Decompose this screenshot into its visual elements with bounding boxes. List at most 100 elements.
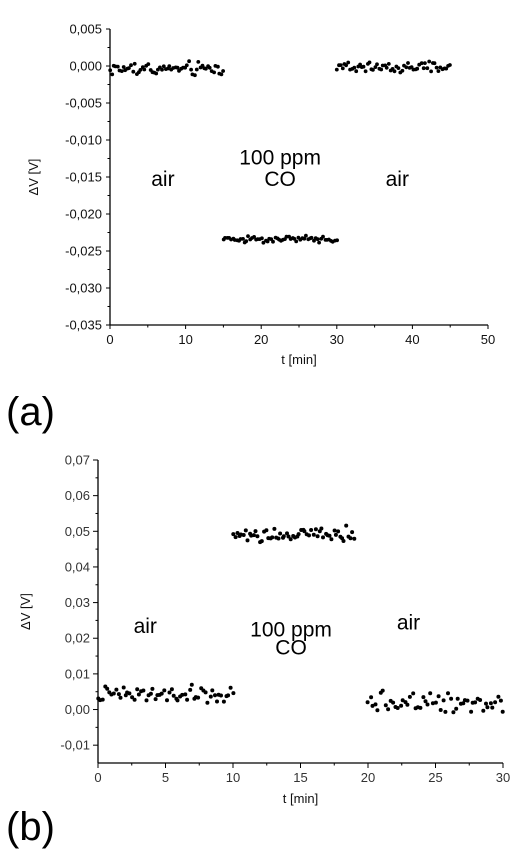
data-point	[411, 691, 416, 696]
data-point	[332, 528, 337, 533]
data-point	[449, 696, 454, 701]
data-point	[243, 528, 248, 533]
data-point	[427, 59, 432, 64]
data-point	[205, 700, 210, 705]
data-point	[294, 239, 299, 244]
x-tick-label: 40	[405, 332, 419, 347]
data-point	[444, 66, 449, 71]
x-tick-label: 15	[293, 770, 307, 785]
data-point	[189, 67, 194, 72]
x-tick-label: 30	[330, 332, 344, 347]
data-point	[285, 531, 289, 536]
data-point	[185, 697, 190, 702]
data-point	[373, 702, 378, 707]
y-tick-label: 0,02	[65, 631, 90, 646]
data-point	[498, 698, 503, 703]
data-point	[127, 691, 132, 696]
data-point	[281, 534, 286, 539]
data-point	[321, 535, 325, 540]
data-point	[373, 65, 378, 69]
data-point	[307, 533, 311, 538]
data-point	[213, 693, 217, 698]
y-tick-label: 0,06	[65, 488, 90, 503]
y-tick-label: 0,07	[65, 453, 90, 468]
data-point	[203, 690, 208, 695]
data-point	[441, 698, 446, 703]
data-point	[207, 65, 212, 70]
data-point	[370, 703, 375, 708]
data-point	[244, 239, 249, 244]
data-point	[433, 700, 438, 705]
data-point	[259, 539, 264, 544]
data-point	[500, 709, 505, 714]
data-point	[241, 533, 246, 537]
data-point	[253, 529, 258, 534]
data-point	[350, 530, 355, 535]
data-point	[169, 687, 174, 692]
x-tick-label: 25	[428, 770, 442, 785]
data-point	[429, 69, 433, 74]
data-point	[438, 708, 443, 712]
data-point	[340, 66, 345, 71]
data-point	[105, 686, 110, 691]
data-point	[219, 72, 224, 77]
data-point	[419, 61, 424, 66]
data-point	[219, 693, 223, 698]
data-point	[272, 526, 277, 531]
data-point	[421, 695, 426, 700]
data-point	[276, 536, 281, 541]
data-point	[221, 69, 226, 73]
data-point	[208, 694, 213, 699]
data-point	[189, 682, 194, 687]
data-point	[352, 65, 357, 70]
data-point	[488, 701, 493, 706]
data-point	[395, 706, 400, 710]
data-point	[399, 703, 404, 708]
data-point	[418, 705, 423, 710]
data-point	[455, 696, 460, 701]
data-point	[386, 62, 391, 66]
data-point	[405, 702, 410, 707]
data-point	[108, 68, 113, 73]
data-point	[352, 536, 357, 541]
data-point	[144, 698, 149, 703]
y-tick-label: -0,025	[65, 244, 102, 259]
data-point	[327, 533, 332, 538]
data-point	[428, 691, 433, 696]
data-point	[400, 698, 405, 703]
data-point	[130, 695, 135, 700]
y-tick-label: -0,015	[65, 170, 102, 185]
data-point	[251, 533, 256, 538]
data-point	[161, 64, 166, 69]
chart-panel-a: 0,005 0,000 -0,005 -0,010 -0,015 -0,020 -0,025…	[26, 22, 495, 368]
data-point	[271, 239, 275, 244]
y-tick-label: 0,04	[65, 559, 90, 574]
data-point	[194, 67, 199, 72]
data-point	[160, 67, 164, 72]
data-point	[292, 236, 297, 241]
data-point	[241, 237, 245, 241]
data-point	[311, 532, 316, 537]
data-point	[228, 685, 233, 690]
data-point	[432, 61, 437, 66]
data-point	[365, 700, 370, 705]
data-point	[469, 709, 474, 714]
data-point	[119, 69, 124, 73]
data-point	[270, 535, 275, 540]
data-point	[309, 235, 314, 240]
x-tick-label: 30	[496, 770, 510, 785]
y-tick-label: 0,01	[65, 666, 90, 681]
data-point	[167, 690, 172, 695]
data-point	[465, 698, 470, 703]
data-point	[111, 691, 116, 696]
y-axis-title: ΔV [V]	[18, 593, 33, 630]
data-point	[196, 60, 201, 64]
data-point	[361, 64, 366, 69]
data-point	[245, 538, 250, 543]
data-point	[212, 70, 217, 75]
data-point	[493, 700, 498, 705]
data-point	[384, 65, 389, 70]
annotation-label: 100 ppm	[250, 618, 332, 641]
data-point	[415, 66, 420, 71]
